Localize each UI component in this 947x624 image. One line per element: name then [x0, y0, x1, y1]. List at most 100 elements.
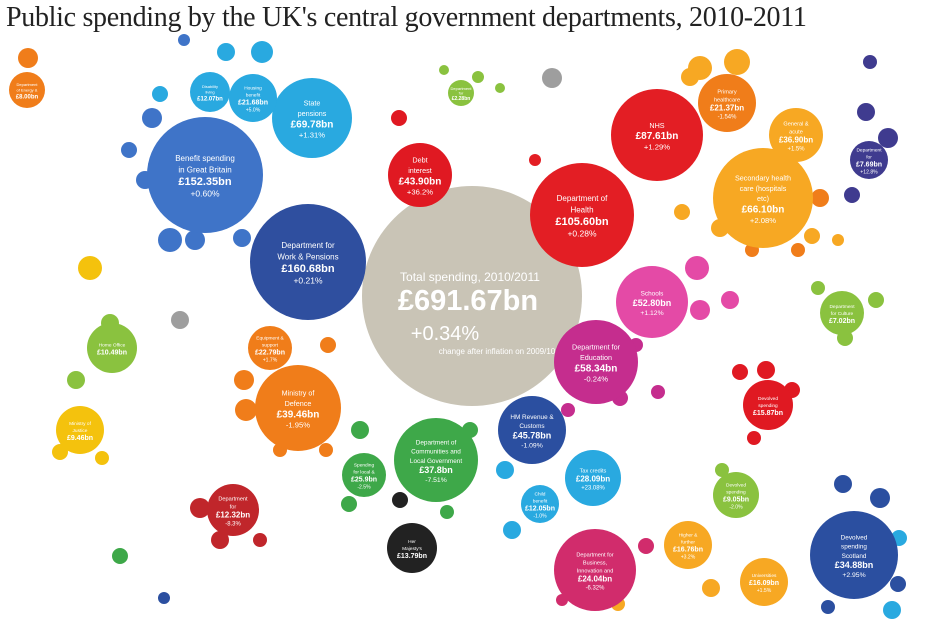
- child-benefit-value-label: £12.05bn: [525, 506, 555, 513]
- intl-dev-bubble: [850, 141, 888, 179]
- benefits-value-label: £152.35bn: [178, 176, 231, 188]
- primary-health-name-label: Primary: [717, 89, 736, 95]
- minor-spending-bubble: [878, 128, 898, 148]
- minor-spending-bubble: [747, 431, 761, 445]
- minor-spending-bubble: [811, 281, 825, 295]
- scotland-change-label: +2.95%: [842, 572, 865, 579]
- scotland-name-label: spending: [841, 544, 867, 551]
- minor-spending-bubble: [217, 43, 235, 61]
- education-bubble: [554, 320, 638, 404]
- communities-name-label: Communities and: [411, 449, 461, 456]
- debt-name-label: Debt: [412, 156, 427, 165]
- primary-health-bubble: [698, 74, 756, 132]
- child-benefit-name-label: benefit: [533, 499, 548, 505]
- housing-benefit-name-label: benefit: [246, 93, 261, 99]
- debt-name-label: interest: [408, 166, 432, 175]
- secondary-health-name-label: care (hospitals: [740, 184, 787, 193]
- work-pensions-bubble: [250, 204, 366, 320]
- wales-value-label: £15.87bn: [753, 410, 783, 417]
- defence-name-label: Defence: [285, 399, 312, 408]
- health-value-label: £105.60bn: [555, 216, 608, 228]
- minor-spending-bubble: [211, 531, 229, 549]
- minor-spending-bubble: [821, 600, 835, 614]
- minor-spending-bubble: [690, 300, 710, 320]
- wales-name-label: spending: [758, 403, 778, 409]
- minor-spending-bubble: [171, 311, 189, 329]
- environment-name-label: for: [459, 90, 464, 95]
- schools-value-label: £52.80bn: [633, 298, 672, 308]
- general-acute-change-label: +1.5%: [787, 146, 805, 152]
- minor-spending-bubble: [152, 86, 168, 102]
- justice-bubble: [56, 406, 104, 454]
- education-change-label: -0.24%: [584, 375, 608, 384]
- state-pensions-value-label: £69.78bn: [291, 119, 334, 130]
- hmrc-change-label: -1.09%: [521, 443, 543, 450]
- disability-value-label: £12.07bn: [197, 96, 223, 102]
- total-label: Total spending, 2010/2011: [400, 270, 540, 284]
- business-change-label: -6.32%: [586, 586, 606, 592]
- intl-dev-name-label: for: [866, 155, 872, 161]
- benefits-name-label: in Great Britain: [178, 166, 231, 175]
- disability-bubble: [190, 72, 230, 112]
- treasury-name-label: Majesty's: [402, 546, 422, 552]
- treasury-name-label: Her: [408, 539, 416, 545]
- minor-spending-bubble: [112, 548, 128, 564]
- higher-ed-change-label: +3.2%: [681, 554, 696, 560]
- higher-ed-value-label: £16.76bn: [673, 547, 703, 554]
- work-pensions-value-label: £160.68bn: [281, 263, 334, 275]
- health-name-label: Health: [570, 206, 593, 215]
- secondary-health-value-label: £66.10bn: [742, 204, 785, 215]
- minor-spending-bubble: [685, 256, 709, 280]
- general-acute-bubble: [769, 108, 823, 162]
- sure-start-change-label: -2.5%: [357, 484, 371, 490]
- disability-name-label: living: [205, 90, 214, 95]
- minor-spending-bubble: [319, 443, 333, 457]
- communities-name-label: Department of: [416, 439, 457, 446]
- minor-spending-bubble: [529, 154, 541, 166]
- chart-title: Public spending by the UK's central gove…: [6, 2, 807, 33]
- minor-spending-bubble: [681, 68, 699, 86]
- minor-spending-bubble: [870, 488, 890, 508]
- sure-start-name-label: for local &: [353, 470, 375, 476]
- higher-ed-name-label: further: [681, 540, 695, 546]
- minor-spending-bubble: [251, 41, 273, 63]
- education-value-label: £58.34bn: [575, 363, 618, 374]
- health-bubble: [530, 163, 634, 267]
- justice-name-label: Justice: [73, 428, 88, 434]
- minor-spending-bubble: [863, 55, 877, 69]
- minor-spending-bubble: [95, 451, 109, 465]
- sure-start-value-label: £25.9bn: [351, 477, 377, 484]
- minor-spending-bubble: [651, 385, 665, 399]
- home-office-value-label: £10.49bn: [97, 350, 127, 357]
- state-pensions-name-label: pensions: [298, 109, 327, 118]
- health-change-label: +0.28%: [567, 229, 597, 239]
- defence-bubble: [255, 365, 341, 451]
- sure-start-name-label: Spending: [354, 463, 375, 469]
- housing-benefit-value-label: £21.68bn: [238, 100, 268, 107]
- wales-name-label: Devolved: [758, 396, 778, 402]
- minor-spending-bubble: [78, 256, 102, 280]
- business-bubble: [554, 529, 636, 611]
- education-name-label: Education: [580, 353, 612, 362]
- minor-spending-bubble: [721, 291, 739, 309]
- treasury-value-label: £13.79bn: [397, 553, 427, 560]
- transport-bubble: [207, 484, 259, 536]
- child-benefit-name-label: Child: [535, 492, 546, 498]
- state-pensions-bubble: [272, 78, 352, 158]
- communities-value-label: £37.8bn: [419, 465, 453, 475]
- energy-name-label: of Energy &: [17, 88, 38, 93]
- minor-spending-bubble: [440, 505, 454, 519]
- scotland-value-label: £34.88bn: [835, 560, 874, 570]
- wales-bubble: [743, 380, 793, 430]
- child-benefit-bubble: [521, 485, 559, 523]
- communities-change-label: -7.51%: [425, 477, 447, 484]
- treasury-bubble: [387, 523, 437, 573]
- total-spending-bubble: [362, 186, 582, 406]
- total-value: £691.67bn: [398, 285, 538, 317]
- scotland-name-label: Devolved: [841, 534, 868, 541]
- scotland-name-label: Scotland: [842, 553, 867, 560]
- universities-value-label: £16.09bn: [749, 580, 779, 587]
- minor-spending-bubble: [341, 496, 357, 512]
- general-acute-name-label: General &: [783, 121, 808, 127]
- minor-spending-bubble: [503, 521, 521, 539]
